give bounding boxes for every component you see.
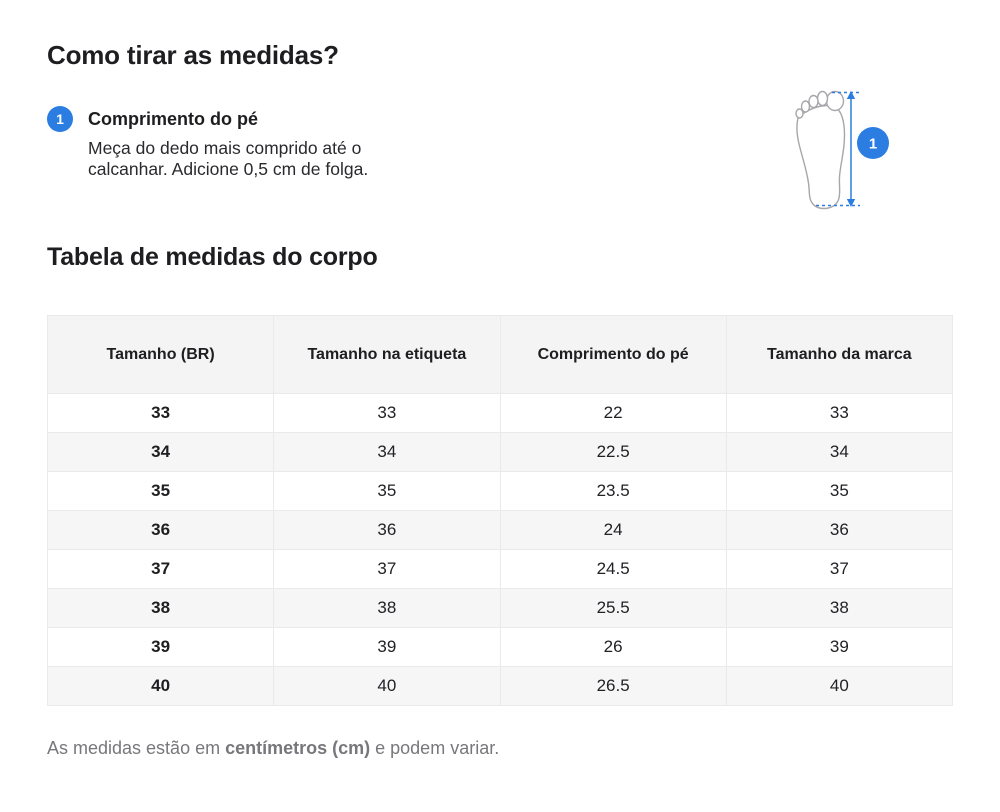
size-br-cell: 37 bbox=[46, 549, 275, 589]
column-header: Tamanho da marca bbox=[725, 315, 954, 394]
svg-text:1: 1 bbox=[869, 136, 877, 153]
table-cell: 36 bbox=[725, 510, 954, 550]
step-label: Comprimento do pé bbox=[88, 109, 258, 129]
measurement-instructions: 1 Comprimento do pé Meça do dedo mais co… bbox=[47, 90, 953, 210]
units-note-bold: centímetros (cm) bbox=[225, 738, 371, 758]
table-cell: 39 bbox=[273, 627, 501, 667]
size-br-cell: 40 bbox=[46, 666, 275, 706]
size-br-cell: 36 bbox=[46, 510, 275, 550]
table-cell: 34 bbox=[725, 432, 954, 472]
table-row: 34 34 22.5 34 bbox=[46, 432, 954, 472]
table-cell: 22.5 bbox=[499, 432, 727, 472]
table-row: 37 37 24.5 37 bbox=[46, 549, 954, 589]
column-header: Tamanho na etiqueta bbox=[273, 315, 501, 394]
table-cell: 37 bbox=[273, 549, 501, 589]
units-note-prefix: As medidas estão em bbox=[47, 738, 226, 758]
table-cell: 23.5 bbox=[499, 471, 727, 511]
size-br-cell: 34 bbox=[46, 432, 275, 472]
column-header: Comprimento do pé bbox=[499, 315, 727, 394]
illustration-number-badge: 1 bbox=[857, 127, 889, 159]
size-table: Tamanho (BR) Tamanho na etiqueta Comprimen… bbox=[46, 315, 954, 706]
units-note-suffix: e podem variar. bbox=[370, 738, 500, 758]
step-text: Comprimento do pé Meça do dedo mais comp… bbox=[88, 106, 368, 180]
page-title: Como tirar as medidas? bbox=[47, 40, 339, 70]
step-item: 1 Comprimento do pé Meça do dedo mais co… bbox=[47, 106, 953, 180]
table-cell: 26 bbox=[499, 627, 727, 667]
table-cell: 40 bbox=[273, 666, 501, 706]
table-cell: 36 bbox=[273, 510, 501, 550]
step-number-badge: 1 bbox=[47, 106, 73, 132]
table-row: 35 35 23.5 35 bbox=[46, 471, 954, 511]
foot-measure-illustration: 1 bbox=[790, 88, 892, 220]
table-cell: 26.5 bbox=[499, 666, 727, 706]
table-cell: 24 bbox=[499, 510, 727, 550]
size-br-cell: 38 bbox=[46, 588, 275, 628]
table-cell: 40 bbox=[725, 666, 954, 706]
foot-measure-icon: 1 bbox=[795, 90, 889, 210]
table-cell: 39 bbox=[725, 627, 954, 667]
section-title: Tabela de medidas do corpo bbox=[47, 243, 378, 271]
table-cell: 24.5 bbox=[499, 549, 727, 589]
table-cell: 22 bbox=[499, 393, 727, 433]
table-cell: 33 bbox=[725, 393, 954, 433]
table-row: 33 33 22 33 bbox=[46, 393, 954, 433]
size-table-header-row: Tamanho (BR) Tamanho na etiqueta Comprimen… bbox=[46, 315, 954, 394]
table-row: 39 39 26 39 bbox=[46, 627, 954, 667]
length-arrow-icon bbox=[816, 91, 860, 207]
size-table-body: 33 33 22 33 34 34 22.5 34 35 35 23.5 35 36 36 24 36 37 37… bbox=[46, 393, 954, 706]
table-row: 38 38 25.5 38 bbox=[46, 588, 954, 628]
arrowheads-icon bbox=[846, 91, 856, 207]
table-cell: 35 bbox=[273, 471, 501, 511]
table-cell: 34 bbox=[273, 432, 501, 472]
size-br-cell: 35 bbox=[46, 471, 275, 511]
table-row: 40 40 26.5 40 bbox=[46, 666, 954, 706]
units-note: As medidas estão em centímetros (cm) e p… bbox=[47, 737, 953, 760]
table-cell: 38 bbox=[725, 588, 954, 628]
size-br-cell: 33 bbox=[46, 393, 275, 433]
column-header: Tamanho (BR) bbox=[46, 315, 275, 394]
table-cell: 38 bbox=[273, 588, 501, 628]
table-cell: 33 bbox=[273, 393, 501, 433]
table-row: 36 36 24 36 bbox=[46, 510, 954, 550]
foot-outline-icon bbox=[795, 90, 846, 210]
table-cell: 35 bbox=[725, 471, 954, 511]
table-cell: 37 bbox=[725, 549, 954, 589]
step-description: Meça do dedo mais comprido até o calcanh… bbox=[88, 138, 369, 179]
size-br-cell: 39 bbox=[46, 627, 275, 667]
table-cell: 25.5 bbox=[499, 588, 727, 628]
